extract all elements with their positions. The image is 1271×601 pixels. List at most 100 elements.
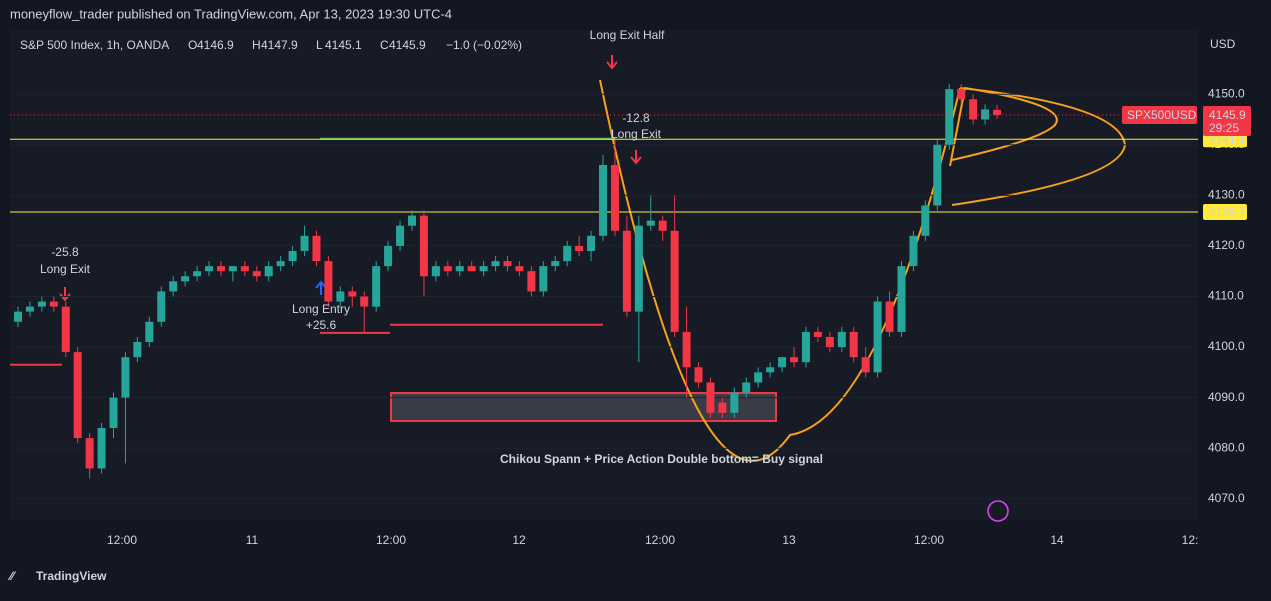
candle-body xyxy=(228,266,237,272)
symbol-tag xyxy=(1122,105,1197,124)
candle-body xyxy=(849,331,858,358)
candle-body xyxy=(145,321,154,343)
candle-body xyxy=(467,266,476,272)
legend-key: O xyxy=(188,38,197,52)
candle-body xyxy=(766,367,775,373)
candle-body xyxy=(993,109,1001,115)
annotation: +25.6 xyxy=(306,318,337,332)
y-tick-label: 4080.0 xyxy=(1208,440,1245,454)
candle-body xyxy=(216,266,225,272)
candle-body xyxy=(37,301,46,307)
x-tick-label: 12:00 xyxy=(645,533,675,547)
candle-body xyxy=(718,402,727,413)
legend-value: 4146.9 xyxy=(197,38,234,52)
candle-body xyxy=(503,261,512,267)
candle-body xyxy=(336,291,345,302)
candle-body xyxy=(575,245,584,251)
price-tag-label: 4145.9 xyxy=(1209,108,1246,122)
candle-body xyxy=(981,109,990,120)
y-tick-label: 4120.0 xyxy=(1208,238,1245,252)
candle-body xyxy=(324,261,333,302)
candle-body xyxy=(933,144,942,206)
legend-value: 4145.9 xyxy=(389,38,426,52)
candle-body xyxy=(897,266,906,332)
legend-value: 4147.9 xyxy=(261,38,298,52)
x-tick-label: 14 xyxy=(1050,533,1064,547)
candle-body xyxy=(240,266,249,272)
x-tick-label: 12:00 xyxy=(376,533,406,547)
candle-body xyxy=(85,438,94,469)
y-tick-label: 4090.0 xyxy=(1208,390,1245,404)
candle-body xyxy=(969,99,978,120)
x-tick-label: 12:00 xyxy=(107,533,137,547)
y-tick-label: 4110.0 xyxy=(1208,289,1244,303)
candle-body xyxy=(407,215,416,226)
candle-body xyxy=(109,397,118,428)
arrow xyxy=(630,150,642,165)
legend: S&P 500 Index, 1h, OANDA O 4146.9 H 4147.9 L… xyxy=(20,38,522,52)
price-tag xyxy=(1203,204,1247,221)
candle-body xyxy=(873,301,882,373)
candle-body xyxy=(551,261,560,267)
candle-body xyxy=(49,301,58,307)
candle-body xyxy=(921,205,930,236)
annotation: Chikou Spann + Price Action Double botto… xyxy=(500,452,823,466)
footer: TradingView xyxy=(36,569,107,583)
currency: USD xyxy=(1210,37,1236,51)
symbol: S&P 500 Index, 1h, OANDA xyxy=(20,38,169,52)
candle-body xyxy=(646,220,655,226)
candle-body xyxy=(491,261,500,267)
candle-body xyxy=(276,261,285,267)
legend-value: 4145.1 xyxy=(325,38,362,52)
candle-body xyxy=(14,311,22,322)
annotation: -25.8 xyxy=(51,245,79,259)
arrow xyxy=(606,55,618,70)
candle-body xyxy=(837,331,846,348)
candle-body xyxy=(778,357,787,368)
candle-body xyxy=(384,245,393,267)
candle-body xyxy=(610,165,619,231)
candle-body xyxy=(861,357,870,373)
candle-body xyxy=(742,382,751,393)
candle-body xyxy=(682,331,691,368)
candle-body xyxy=(348,291,357,297)
candle-body xyxy=(909,235,918,267)
y-tick-label: 4070.0 xyxy=(1208,491,1245,505)
annotation: -12.8 xyxy=(622,111,650,125)
candle-body xyxy=(360,296,369,307)
candle-body xyxy=(193,271,202,277)
candle-body xyxy=(527,271,536,292)
candle-body xyxy=(419,215,428,277)
candle-body xyxy=(396,225,405,246)
candle-body xyxy=(443,266,452,272)
candle-body xyxy=(730,392,739,413)
candle-body xyxy=(706,382,715,413)
countdown: 29:25 xyxy=(1209,121,1239,135)
candle-body xyxy=(97,427,106,469)
legend-key: C xyxy=(380,38,389,52)
candle-body xyxy=(957,89,966,100)
candle-body xyxy=(157,291,166,322)
annotation: Long Exit xyxy=(40,262,91,276)
y-tick-label: 4100.0 xyxy=(1208,339,1245,353)
candle-body xyxy=(825,336,834,348)
candle-body xyxy=(61,306,70,353)
legend-key: H xyxy=(252,38,261,52)
candle-body xyxy=(945,89,954,145)
candle-body xyxy=(563,245,572,262)
y-tick-label: 4150.0 xyxy=(1208,86,1245,100)
candle-body xyxy=(479,266,488,272)
candle-body xyxy=(264,266,273,277)
x-tick-label: 11 xyxy=(246,533,259,547)
candle-body xyxy=(885,301,894,332)
candle-body xyxy=(372,266,381,307)
arrow xyxy=(315,280,327,295)
legend-key: L xyxy=(316,38,323,52)
annotation: Long Entry xyxy=(292,302,350,316)
symbol-tag-label: SPX500USD xyxy=(1127,108,1197,122)
candle-body xyxy=(622,230,631,312)
x-tick-label: 12 xyxy=(512,533,526,547)
footer-bar xyxy=(0,565,1271,596)
candle-body xyxy=(312,235,321,262)
